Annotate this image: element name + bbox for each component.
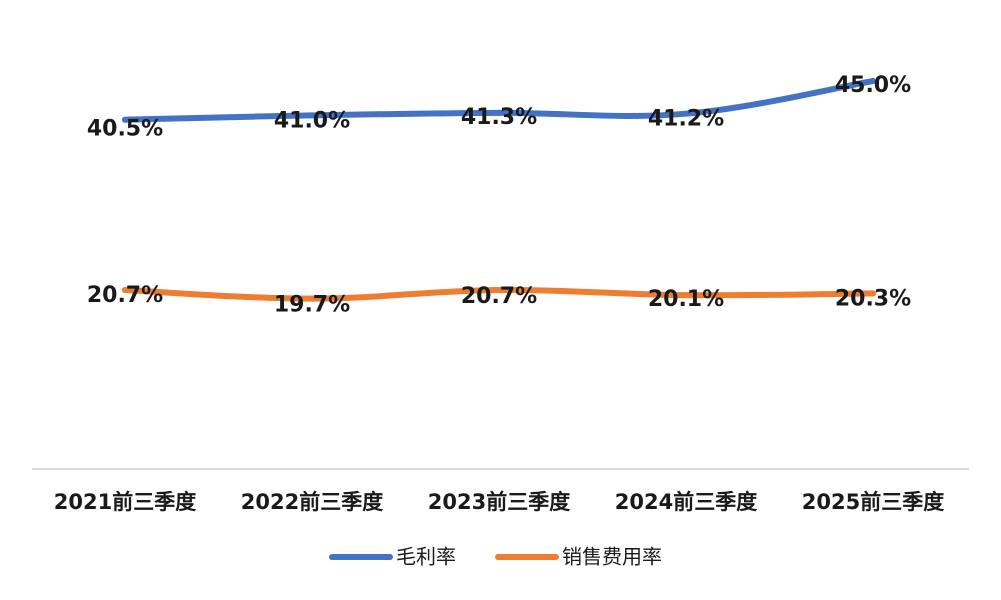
series-2-point-3: [496, 286, 502, 293]
data-label-series-1-2: 41.0%: [274, 108, 350, 133]
x-tick-label-5: 2025前三季度: [802, 490, 944, 514]
data-label-series-1-1: 40.5%: [87, 117, 163, 142]
data-label-series-1-5: 45.0%: [835, 73, 911, 98]
legend-item-1: 毛利率: [329, 545, 456, 569]
series-1-point-2: [309, 112, 315, 119]
series-2-point-5: [870, 290, 876, 297]
data-label-series-1-3: 41.3%: [461, 105, 537, 130]
legend: 毛利率 销售费用率: [329, 545, 662, 569]
x-tick-label-4: 2024前三季度: [615, 490, 757, 514]
series-1: [122, 78, 876, 123]
series-2-point-2: [309, 295, 315, 302]
x-tick-label-3: 2023前三季度: [428, 490, 570, 514]
legend-label-2: 销售费用率: [562, 545, 662, 569]
series-2-point-4: [683, 292, 689, 299]
series-1-point-3: [496, 109, 502, 116]
data-label-series-2-5: 20.3%: [835, 286, 911, 311]
series-2: [122, 286, 876, 302]
series-1-point-5: [870, 78, 876, 84]
data-label-series-2-4: 20.1%: [648, 287, 724, 312]
data-label-layer: 40.5% 41.0% 41.3% 41.2% 45.0% 20.7% 19.7% 20.7%…: [87, 73, 911, 318]
data-label-series-2-1: 20.7%: [87, 283, 163, 308]
series-1-point-1: [122, 116, 128, 123]
series-2-point-1: [122, 286, 128, 293]
data-label-series-2-2: 19.7%: [274, 293, 350, 318]
legend-label-1: 毛利率: [396, 545, 456, 569]
x-tick-label-2: 2022前三季度: [241, 490, 383, 514]
x-tick-label-1: 2021前三季度: [54, 490, 196, 514]
series-layer: [122, 78, 876, 302]
data-label-series-2-3: 20.7%: [461, 284, 537, 309]
data-label-series-1-4: 41.2%: [648, 107, 724, 132]
x-axis-categories: 2021前三季度 2022前三季度 2023前三季度 2024前三季度 2025前三季度: [54, 490, 944, 514]
series-1-point-4: [683, 110, 689, 117]
legend-item-2: 销售费用率: [495, 545, 662, 569]
